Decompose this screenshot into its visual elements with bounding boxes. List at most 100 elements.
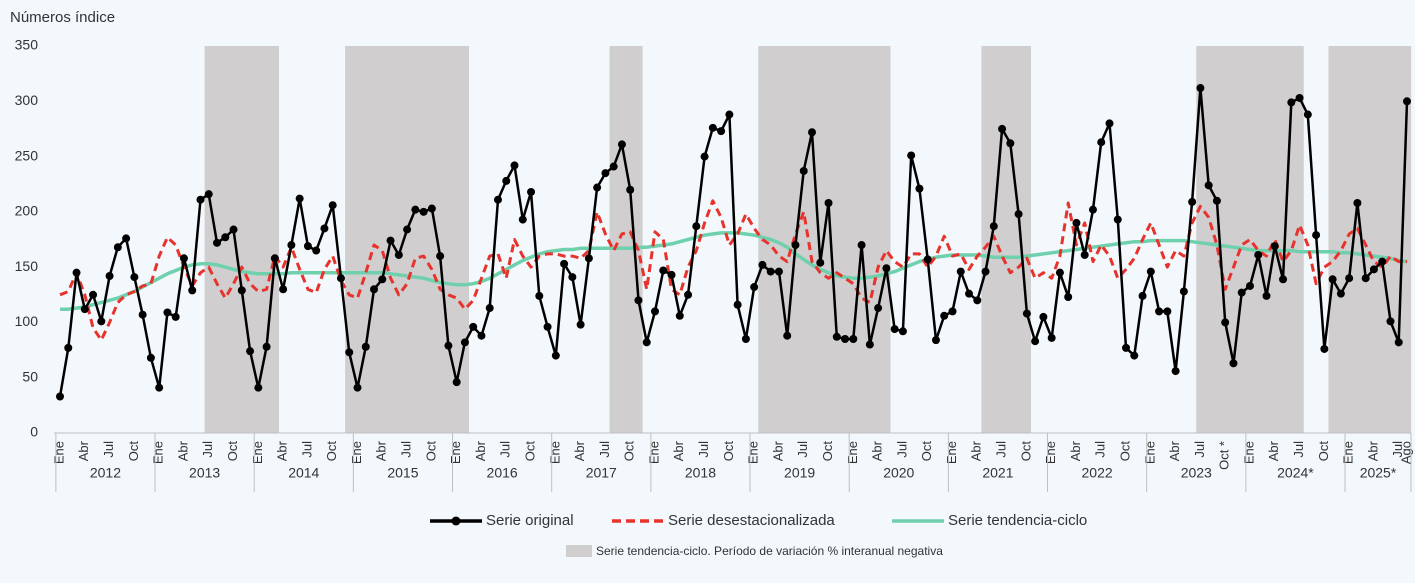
data-point <box>675 311 684 320</box>
data-point <box>766 267 775 276</box>
legend-swatch <box>566 545 592 557</box>
data-point <box>816 258 825 267</box>
data-point <box>849 335 858 344</box>
data-point <box>1163 307 1172 316</box>
data-point <box>650 307 659 316</box>
data-point <box>320 224 329 233</box>
series-line <box>59 199 1407 342</box>
data-point <box>617 140 626 149</box>
data-point <box>444 341 453 350</box>
data-point <box>1022 309 1031 318</box>
data-point <box>89 290 98 299</box>
y-tick-label: 250 <box>15 147 39 163</box>
data-point <box>213 238 222 247</box>
data-point <box>1378 257 1387 266</box>
x-tick-label: Abr <box>770 440 785 461</box>
data-point <box>601 169 610 178</box>
x-tick-label: Oct * <box>1217 441 1232 470</box>
data-point <box>279 285 288 294</box>
x-tick-label: Oct <box>820 441 835 462</box>
data-point <box>998 124 1007 133</box>
data-point <box>535 291 544 300</box>
data-point <box>1155 307 1164 316</box>
year-label: 2020 <box>883 465 914 481</box>
data-point <box>1171 367 1180 376</box>
shaded-period <box>981 46 1031 433</box>
data-point <box>312 246 321 255</box>
x-tick-label: Ene <box>51 441 66 464</box>
data-point <box>1229 359 1238 368</box>
x-tick-label: Jul <box>299 441 314 458</box>
data-point <box>634 296 643 305</box>
x-tick-label: Ene <box>1142 441 1157 464</box>
data-point <box>989 222 998 231</box>
data-point <box>593 183 602 192</box>
data-point <box>915 184 924 193</box>
data-point <box>1072 218 1081 227</box>
data-point <box>692 222 701 231</box>
data-point <box>1345 274 1354 283</box>
data-point <box>411 205 420 214</box>
legend-label: Serie desestacionalizada <box>668 512 835 529</box>
data-point <box>824 199 833 208</box>
data-point <box>841 335 850 344</box>
x-tick-label: Jul <box>1390 441 1405 458</box>
year-label: 2018 <box>685 465 716 481</box>
x-tick-label: Ene <box>1241 441 1256 464</box>
data-point <box>940 311 949 320</box>
y-tick-label: 150 <box>15 258 39 274</box>
year-label: 2014 <box>288 465 319 481</box>
data-point <box>436 252 445 261</box>
x-tick-label: Oct <box>522 441 537 462</box>
x-tick-label: Abr <box>76 440 91 461</box>
data-point <box>1055 268 1064 277</box>
data-point <box>882 264 891 273</box>
data-point <box>758 260 767 269</box>
x-tick-label: Ene <box>151 441 166 464</box>
data-point <box>981 267 990 276</box>
data-point <box>188 286 197 295</box>
data-point <box>733 300 742 309</box>
data-point <box>237 286 246 295</box>
data-point <box>345 348 354 357</box>
data-point <box>898 327 907 336</box>
data-point <box>469 322 478 331</box>
data-point <box>1221 318 1230 327</box>
x-tick-label: Ene <box>250 441 265 464</box>
data-point <box>1039 312 1048 321</box>
x-tick-label: Jul <box>399 441 414 458</box>
data-point <box>477 331 486 340</box>
data-point <box>386 236 395 245</box>
y-tick-label: 100 <box>15 313 39 329</box>
data-point <box>642 338 651 347</box>
data-point <box>1138 291 1147 300</box>
data-point <box>584 254 593 263</box>
x-tick-label: Jul <box>994 441 1009 458</box>
x-tick-label: Ene <box>1043 441 1058 464</box>
data-point <box>791 241 800 250</box>
x-tick-label: Jul <box>597 441 612 458</box>
x-tick-label: Ene <box>349 441 364 464</box>
data-point <box>146 353 155 362</box>
shaded-period <box>609 46 643 433</box>
data-point <box>1386 317 1395 326</box>
data-point <box>163 308 172 317</box>
data-point <box>427 204 436 213</box>
shaded-period <box>1328 46 1412 433</box>
data-point <box>485 304 494 313</box>
data-point <box>1130 351 1139 360</box>
x-tick-label: Jul <box>1093 441 1108 458</box>
x-tick-label: Abr <box>275 440 290 461</box>
x-tick-label: Abr <box>374 440 389 461</box>
data-point <box>72 268 81 277</box>
data-point <box>1105 119 1114 128</box>
data-point <box>1303 110 1312 119</box>
data-point <box>1097 138 1106 147</box>
x-tick-label: Oct <box>225 441 240 462</box>
x-tick-label: Jul <box>498 441 513 458</box>
data-point <box>948 307 957 316</box>
data-point <box>568 273 577 282</box>
data-point <box>890 325 899 334</box>
data-point <box>493 195 502 204</box>
